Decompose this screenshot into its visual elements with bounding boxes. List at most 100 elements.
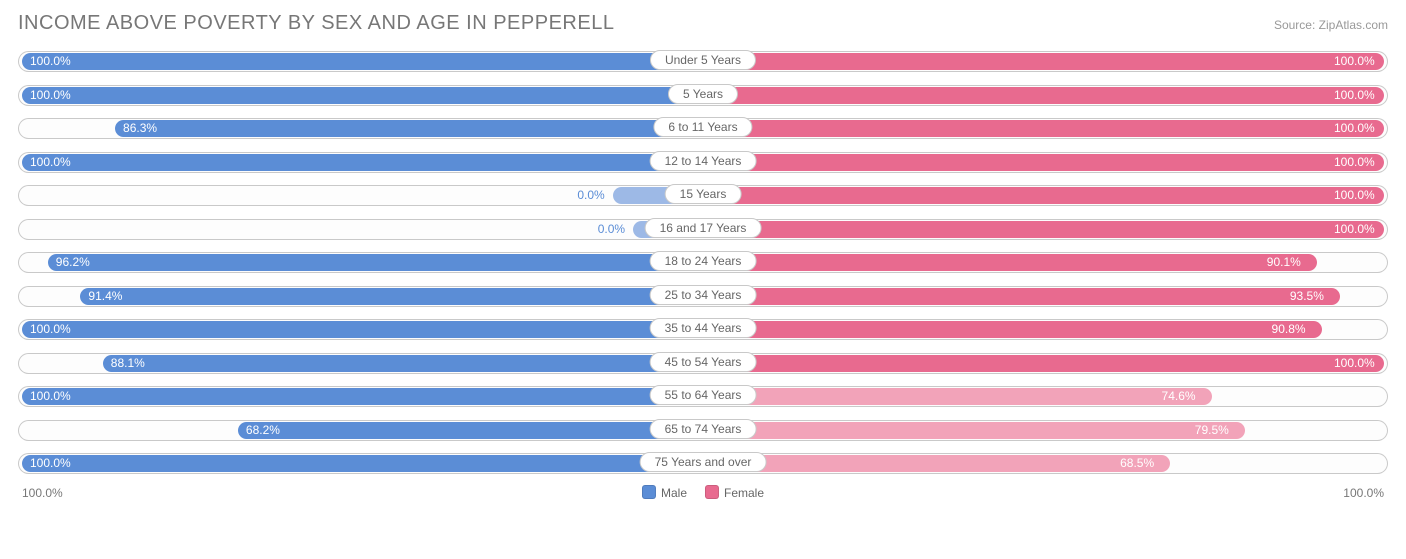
female-half: 100.0% [703,179,1388,213]
female-half: 90.8% [703,313,1388,347]
female-value: 90.1% [1267,255,1301,269]
male-bar [115,120,701,137]
age-label: 6 to 11 Years [653,117,752,137]
male-bar [103,355,701,372]
age-label: 55 to 64 Years [650,385,757,405]
female-value: 100.0% [1334,356,1375,370]
female-value: 100.0% [1334,188,1375,202]
chart-row: 100.0% 68.5% 75 Years and over [18,447,1388,481]
female-half: 100.0% [703,347,1388,381]
axis-left-label: 100.0% [22,486,63,500]
male-half: 100.0% [18,45,703,79]
chart-header: INCOME ABOVE POVERTY BY SEX AND AGE IN P… [18,12,1388,35]
male-value: 100.0% [30,389,71,403]
chart-row: 0.0% 100.0% 15 Years [18,179,1388,213]
male-value: 100.0% [30,456,71,470]
female-bar [705,388,1212,405]
male-value: 88.1% [111,356,145,370]
female-bar [705,355,1384,372]
male-value: 68.2% [246,423,280,437]
male-half: 88.1% [18,347,703,381]
age-label: 75 Years and over [640,452,767,472]
male-value: 0.0% [577,188,604,202]
female-value: 100.0% [1334,155,1375,169]
male-half: 86.3% [18,112,703,146]
age-label: 25 to 34 Years [650,285,757,305]
female-value: 90.8% [1272,322,1306,336]
age-label: 12 to 14 Years [650,151,757,171]
female-value: 79.5% [1195,423,1229,437]
male-half: 100.0% [18,79,703,113]
female-half: 79.5% [703,414,1388,448]
male-value: 0.0% [598,222,625,236]
male-half: 0.0% [18,179,703,213]
female-value: 93.5% [1290,289,1324,303]
female-bar [705,87,1384,104]
chart-source: Source: ZipAtlas.com [1274,18,1388,32]
male-bar [22,154,701,171]
female-bar [705,187,1384,204]
chart-row: 86.3% 100.0% 6 to 11 Years [18,112,1388,146]
female-half: 100.0% [703,146,1388,180]
chart-row: 100.0% 100.0% 12 to 14 Years [18,146,1388,180]
chart-row: 0.0% 100.0% 16 and 17 Years [18,213,1388,247]
age-label: 35 to 44 Years [650,318,757,338]
female-half: 93.5% [703,280,1388,314]
female-value: 100.0% [1334,222,1375,236]
female-bar [705,120,1384,137]
female-bar [705,254,1317,271]
male-bar [22,388,701,405]
chart-row: 68.2% 79.5% 65 to 74 Years [18,414,1388,448]
male-half: 91.4% [18,280,703,314]
female-half: 100.0% [703,45,1388,79]
female-value: 100.0% [1334,121,1375,135]
male-bar [22,87,701,104]
age-label: 65 to 74 Years [650,419,757,439]
male-half: 100.0% [18,146,703,180]
female-bar [705,455,1170,472]
male-value: 100.0% [30,155,71,169]
chart-row: 100.0%100.0%5 Years [18,79,1388,113]
x-axis: 100.0% Male Female 100.0% [18,481,1388,505]
chart-row: 100.0%100.0%Under 5 Years [18,45,1388,79]
male-value: 100.0% [30,54,71,68]
female-half: 90.1% [703,246,1388,280]
male-half: 100.0% [18,380,703,414]
male-bar [22,455,701,472]
female-value: 74.6% [1162,389,1196,403]
male-value: 96.2% [56,255,90,269]
male-value: 86.3% [123,121,157,135]
male-value: 91.4% [88,289,122,303]
chart-row: 91.4% 93.5% 25 to 34 Years [18,280,1388,314]
female-bar [705,154,1384,171]
male-half: 68.2% [18,414,703,448]
legend: Male Female [642,485,764,500]
male-bar [22,53,701,70]
male-half: 0.0% [18,213,703,247]
chart-row: 96.2%90.1%18 to 24 Years [18,246,1388,280]
male-bar [80,288,701,305]
axis-right-label: 100.0% [1343,486,1384,500]
age-label: 45 to 54 Years [650,352,757,372]
chart-row: 100.0% 74.6% 55 to 64 Years [18,380,1388,414]
female-half: 100.0% [703,79,1388,113]
male-bar [48,254,701,271]
female-bar [705,53,1384,70]
male-half: 96.2% [18,246,703,280]
male-bar [22,321,701,338]
female-value: 68.5% [1120,456,1154,470]
chart-row: 88.1% 100.0% 45 to 54 Years [18,347,1388,381]
male-half: 100.0% [18,313,703,347]
swatch-male [642,485,656,499]
age-label: 15 Years [665,184,742,204]
swatch-female [705,485,719,499]
female-value: 100.0% [1334,88,1375,102]
age-label: 16 and 17 Years [645,218,762,238]
female-value: 100.0% [1334,54,1375,68]
male-value: 100.0% [30,322,71,336]
female-half: 68.5% [703,447,1388,481]
female-bar [705,288,1340,305]
female-bar [705,422,1245,439]
female-half: 100.0% [703,112,1388,146]
legend-female: Female [705,485,764,500]
